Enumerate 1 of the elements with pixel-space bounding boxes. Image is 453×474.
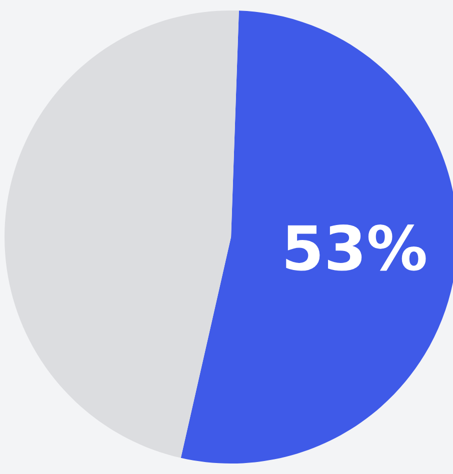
data-label: 53% <box>286 224 426 271</box>
